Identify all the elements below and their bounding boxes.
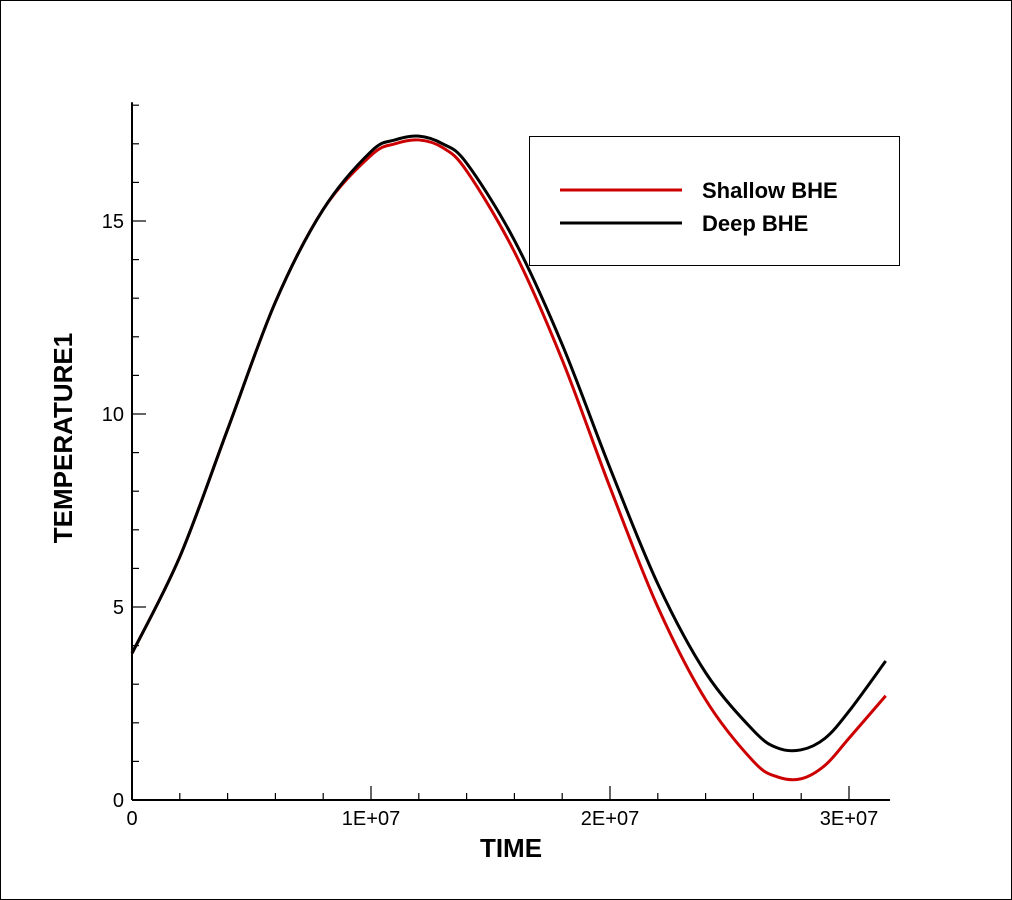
plot-area xyxy=(130,134,887,782)
x-axis-title: TIME xyxy=(480,833,542,863)
y-tick-label: 0 xyxy=(113,790,124,812)
y-tick-label: 10 xyxy=(102,404,124,426)
legend-label-deep-bhe: Deep BHE xyxy=(702,211,808,236)
axes: 0 5 10 15 0 1E+07 2E+07 3E+07 xyxy=(102,102,890,830)
y-tick-label: 15 xyxy=(102,211,124,233)
legend-label-shallow-bhe: Shallow BHE xyxy=(702,178,838,203)
x-tick-label: 0 xyxy=(126,808,137,830)
x-tick-label: 2E+07 xyxy=(581,808,639,830)
y-tick-label: 5 xyxy=(113,597,124,619)
y-axis-title: TEMPERATURE1 xyxy=(48,333,78,543)
x-tick-label: 3E+07 xyxy=(820,808,878,830)
x-tick-label: 1E+07 xyxy=(342,808,400,830)
legend-box xyxy=(529,136,900,266)
legend: Shallow BHE Deep BHE xyxy=(529,136,900,266)
series-line-deep-bhe xyxy=(130,134,887,753)
